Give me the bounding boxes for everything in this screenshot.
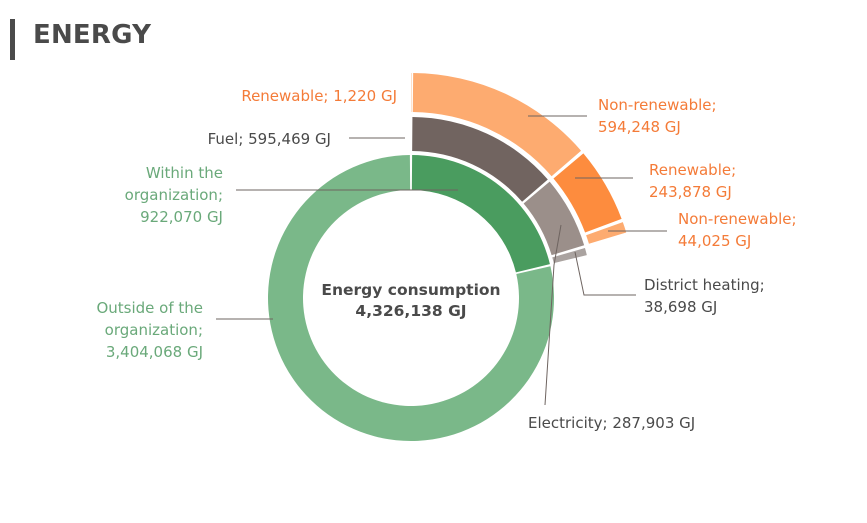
- arc-elec-nonrenewable[interactable]: [586, 222, 627, 244]
- leader-line-district: [574, 251, 636, 296]
- arc-district[interactable]: [552, 247, 587, 264]
- data-label-fuel-renewable: Renewable; 1,220 GJ: [241, 87, 397, 105]
- data-label-electricity: Electricity; 287,903 GJ: [528, 414, 695, 432]
- arc-electricity[interactable]: [523, 181, 585, 256]
- arc-fuel-nonrenewable[interactable]: [412, 73, 582, 177]
- leader-line-electricity: [544, 224, 562, 406]
- data-label-outside: Outside of the: [96, 299, 203, 317]
- data-label-outside: organization;: [105, 321, 203, 339]
- data-label-within: Within the: [146, 164, 223, 182]
- data-label-elec-nonrenewable: Non-renewable;: [678, 210, 797, 228]
- data-label-fuel-nonrenewable: 594,248 GJ: [598, 118, 681, 136]
- data-label-fuel: Fuel; 595,469 GJ: [208, 130, 331, 148]
- arc-elec-renewable[interactable]: [553, 153, 622, 233]
- data-label-elec-nonrenewable: 44,025 GJ: [678, 232, 751, 250]
- data-label-elec-renewable: 243,878 GJ: [649, 183, 732, 201]
- center-value: 4,326,138 GJ: [355, 302, 466, 320]
- data-label-outside: 3,404,068 GJ: [106, 343, 203, 361]
- data-label-fuel-nonrenewable: Non-renewable;: [598, 96, 717, 114]
- arc-fuel[interactable]: [412, 117, 548, 202]
- data-label-within: organization;: [125, 186, 223, 204]
- data-label-district: District heating;: [644, 276, 765, 294]
- data-label-within: 922,070 GJ: [140, 208, 223, 226]
- page-title: ENERGY: [33, 20, 152, 50]
- center-label: Energy consumption: [321, 281, 500, 299]
- data-label-elec-renewable: Renewable;: [649, 161, 736, 179]
- arc-within[interactable]: [411, 155, 550, 273]
- title-accent-bar: [10, 19, 15, 60]
- data-label-district: 38,698 GJ: [644, 298, 717, 316]
